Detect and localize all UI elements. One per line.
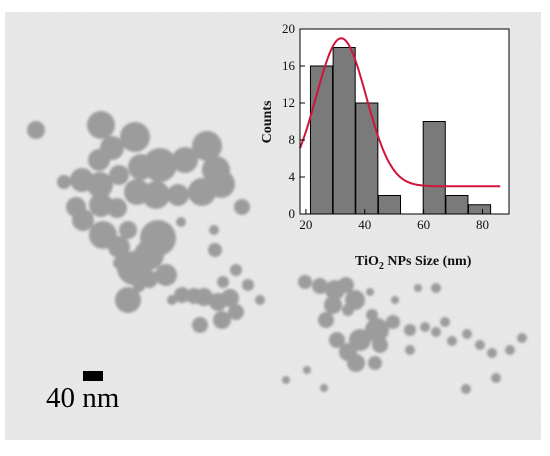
y-tick-label: 12 <box>282 95 295 110</box>
nanoparticle <box>242 279 254 291</box>
gaussian-fit-curve <box>299 37 501 188</box>
nanoparticle <box>431 283 441 293</box>
nanoparticle <box>324 296 342 314</box>
nanoparticle <box>213 311 231 329</box>
nanoparticle <box>391 296 399 304</box>
nanoparticle <box>27 121 45 139</box>
y-axis-title: Counts <box>260 100 275 143</box>
nanoparticle <box>108 236 130 258</box>
nanoparticle-cluster <box>27 111 527 394</box>
nanoparticle <box>487 348 497 358</box>
histogram-bar <box>309 65 334 215</box>
nanoparticle <box>282 376 290 384</box>
nanoparticle <box>89 193 113 217</box>
nanoparticle <box>228 304 244 320</box>
nanoparticle <box>366 288 374 296</box>
nanoparticle <box>109 165 129 185</box>
nanoparticle <box>176 217 186 227</box>
y-tick-label: 4 <box>289 169 296 184</box>
x-tick-label: 80 <box>476 217 489 232</box>
nanoparticle <box>255 295 265 305</box>
nanoparticle <box>115 287 141 313</box>
nanoparticle <box>192 317 208 333</box>
nanoparticle <box>420 322 430 332</box>
nanoparticle <box>133 280 145 292</box>
scale-bar <box>83 371 103 381</box>
nanoparticle <box>174 287 190 303</box>
histogram-bar <box>445 195 469 215</box>
nanoparticle <box>462 329 472 339</box>
y-tick-label: 8 <box>289 132 296 147</box>
nanoparticle <box>120 122 150 152</box>
nanoparticle <box>329 332 345 348</box>
nanoparticle <box>405 345 415 355</box>
nanoparticle <box>192 131 222 161</box>
nanoparticle <box>87 172 113 198</box>
nanoparticle <box>349 329 371 351</box>
x-axis-ticks: 20 40 60 80 <box>299 209 489 232</box>
nanoparticle <box>303 366 311 374</box>
nanoparticle <box>491 373 501 383</box>
nanoparticle <box>208 243 222 257</box>
histogram-bar <box>377 195 402 215</box>
nanoparticle <box>87 111 115 139</box>
nanoparticle <box>172 147 198 173</box>
y-tick-label: 20 <box>282 21 295 36</box>
histogram-bar <box>355 102 379 215</box>
nanoparticle <box>221 289 239 307</box>
histogram-bar <box>468 204 492 215</box>
nanoparticle <box>234 199 250 215</box>
nanoparticle <box>209 225 219 235</box>
nanoparticle <box>440 317 450 327</box>
nanoparticle <box>318 312 334 328</box>
histogram-bar <box>332 47 356 215</box>
nanoparticle <box>461 384 471 394</box>
nanoparticle <box>207 170 235 198</box>
nanoparticle <box>155 264 177 286</box>
nanoparticle <box>298 275 312 289</box>
nanoparticle <box>447 336 457 346</box>
nanoparticle <box>431 327 441 337</box>
nanoparticle <box>167 184 189 206</box>
x-tick-label: 40 <box>358 217 371 232</box>
nanoparticle <box>217 276 229 288</box>
nanoparticle <box>186 288 202 304</box>
nanoparticle <box>119 221 137 239</box>
nanoparticle <box>372 337 388 353</box>
nanoparticle <box>368 356 382 370</box>
histogram-frame <box>299 28 510 215</box>
y-tick-label: 0 <box>289 206 296 221</box>
nanoparticle <box>167 295 177 305</box>
nanoparticle <box>320 384 328 392</box>
nanoparticle <box>338 277 354 293</box>
nanoparticle <box>140 270 158 288</box>
nanoparticle <box>365 318 389 342</box>
x-axis-title: TiO2 NPs Size (nm) <box>355 254 472 272</box>
y-tick-label: 16 <box>282 58 296 73</box>
nanoparticle <box>414 284 422 292</box>
nanoparticle <box>143 148 177 182</box>
nanoparticle <box>366 309 378 321</box>
nanoparticle <box>230 264 242 276</box>
nanoparticle <box>312 278 328 294</box>
nanoparticle <box>88 149 110 171</box>
nanoparticle <box>517 333 527 343</box>
nanoparticle <box>113 257 125 269</box>
histogram-bar <box>422 121 446 215</box>
x-tick-label: 20 <box>299 217 312 232</box>
nanoparticle <box>404 324 416 336</box>
nanoparticle <box>505 345 515 355</box>
nanoparticle <box>475 340 485 350</box>
nanoparticle <box>347 354 365 372</box>
y-axis-ticks: 0 4 8 12 16 20 <box>282 21 305 221</box>
x-tick-label: 60 <box>417 217 430 232</box>
nanoparticle <box>57 175 71 189</box>
scale-bar-label: 40 nm <box>46 382 120 414</box>
nanoparticle <box>386 315 400 329</box>
nanoparticle <box>342 304 354 316</box>
nanoparticle <box>72 209 94 231</box>
nanoparticle <box>124 179 150 205</box>
